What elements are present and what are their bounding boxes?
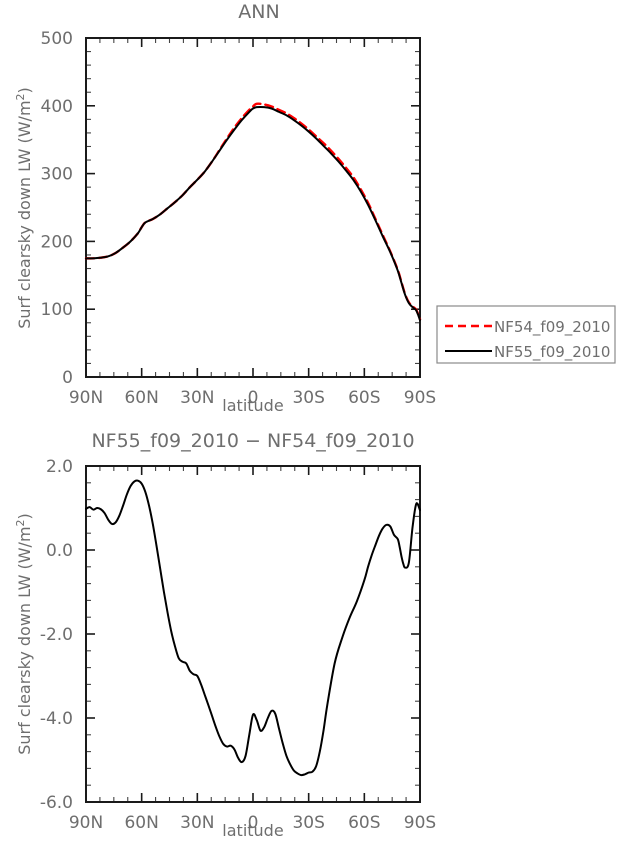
y-tick-label: 0.0: [46, 541, 73, 561]
legend-entry[interactable]: NF55_f09_2010: [445, 343, 610, 362]
y-tick-label: 400: [41, 97, 73, 117]
bottom-panel-xlabel: latitude: [222, 821, 283, 840]
top-ylabel-tail: ): [15, 87, 34, 93]
bottom-panel-ylabel: Surf clearsky down LW (W/m2): [14, 513, 34, 755]
top-panel: ANN 90N 60N 30N 0 30S 60S 90S0100200300400500 …: [14, 1, 436, 415]
series-line: [84, 102, 422, 321]
bot-ylabel-main: Surf clearsky down LW (W/m: [15, 526, 34, 754]
bot-ylabel-sup: 2: [14, 519, 27, 526]
y-tick-label: 500: [41, 29, 73, 49]
y-tick-label: -2.0: [40, 625, 73, 645]
top-panel-xlabel: latitude: [222, 396, 283, 415]
legend-label: NF55_f09_2010: [494, 343, 610, 362]
legend-entries[interactable]: NF54_f09_2010 NF55_f09_2010: [445, 318, 610, 362]
svg-text:Surf clearsky down LW (W/m2): Surf clearsky down LW (W/m2): [14, 87, 34, 329]
x-tick-label: 90S: [404, 388, 436, 408]
x-tick-label: 90S: [404, 813, 436, 833]
x-tick-label: 30N: [180, 388, 214, 408]
top-panel-tick-labels: 90N 60N 30N 0 30S 60S 90S 0 100 200 300 400 500: [41, 29, 437, 408]
x-tick-label: 90N: [69, 388, 103, 408]
x-tick-label: 0: [248, 388, 259, 408]
top-ylabel-sup: 2: [14, 93, 27, 100]
svg-text:Surf clearsky down LW (W/m2): Surf clearsky down LW (W/m2): [14, 513, 34, 755]
y-tick-label: -4.0: [40, 709, 73, 729]
bottom-panel: NF55_f09_2010 − NF54_f09_2010 90N 60N 30N 0…: [14, 430, 436, 840]
x-tick-label: 60N: [124, 388, 158, 408]
bottom-panel-ticks: [85, 465, 421, 803]
series-line: [85, 479, 421, 777]
bottom-panel-title: NF55_f09_2010 − NF54_f09_2010: [91, 430, 414, 452]
legend-box: [436, 305, 616, 364]
legend[interactable]: NF54_f09_2010 NF55_f09_2010: [436, 305, 616, 364]
x-tick-label: 30S: [292, 388, 324, 408]
bot-ylabel-tail: ): [15, 513, 34, 519]
x-tick-label: 90N: [69, 813, 103, 833]
y-tick-label: 2.0: [46, 457, 73, 477]
top-panel-series: [84, 102, 422, 322]
x-tick-label: 30S: [292, 813, 324, 833]
y-tick-label: 100: [41, 300, 73, 320]
x-tick-label: 60S: [348, 388, 380, 408]
x-tick-label: 60S: [348, 813, 380, 833]
top-panel-ylabel: Surf clearsky down LW (W/m2): [14, 87, 34, 329]
y-tick-label: 0: [62, 368, 73, 388]
top-panel-title: ANN: [238, 1, 279, 23]
y-tick-label: -6.0: [40, 793, 73, 813]
x-tick-label: 60N: [124, 813, 158, 833]
series-line: [85, 105, 421, 322]
bottom-panel-tick-labels: 90N 60N 30N 0 30S 60S 90S -6.0 -4.0 -2.0 0.0 2.0: [40, 457, 436, 833]
bottom-panel-frame: [85, 465, 421, 803]
top-ylabel-main: Surf clearsky down LW (W/m: [15, 100, 34, 328]
y-tick-label: 300: [41, 165, 73, 185]
legend-entry[interactable]: NF54_f09_2010: [445, 318, 610, 337]
y-tick-label: 200: [41, 232, 73, 252]
top-panel-frame: [85, 37, 421, 378]
x-tick-label: 30N: [180, 813, 214, 833]
bottom-panel-series: [85, 479, 421, 777]
x-tick-label: 0: [248, 813, 259, 833]
legend-label: NF54_f09_2010: [494, 318, 610, 337]
